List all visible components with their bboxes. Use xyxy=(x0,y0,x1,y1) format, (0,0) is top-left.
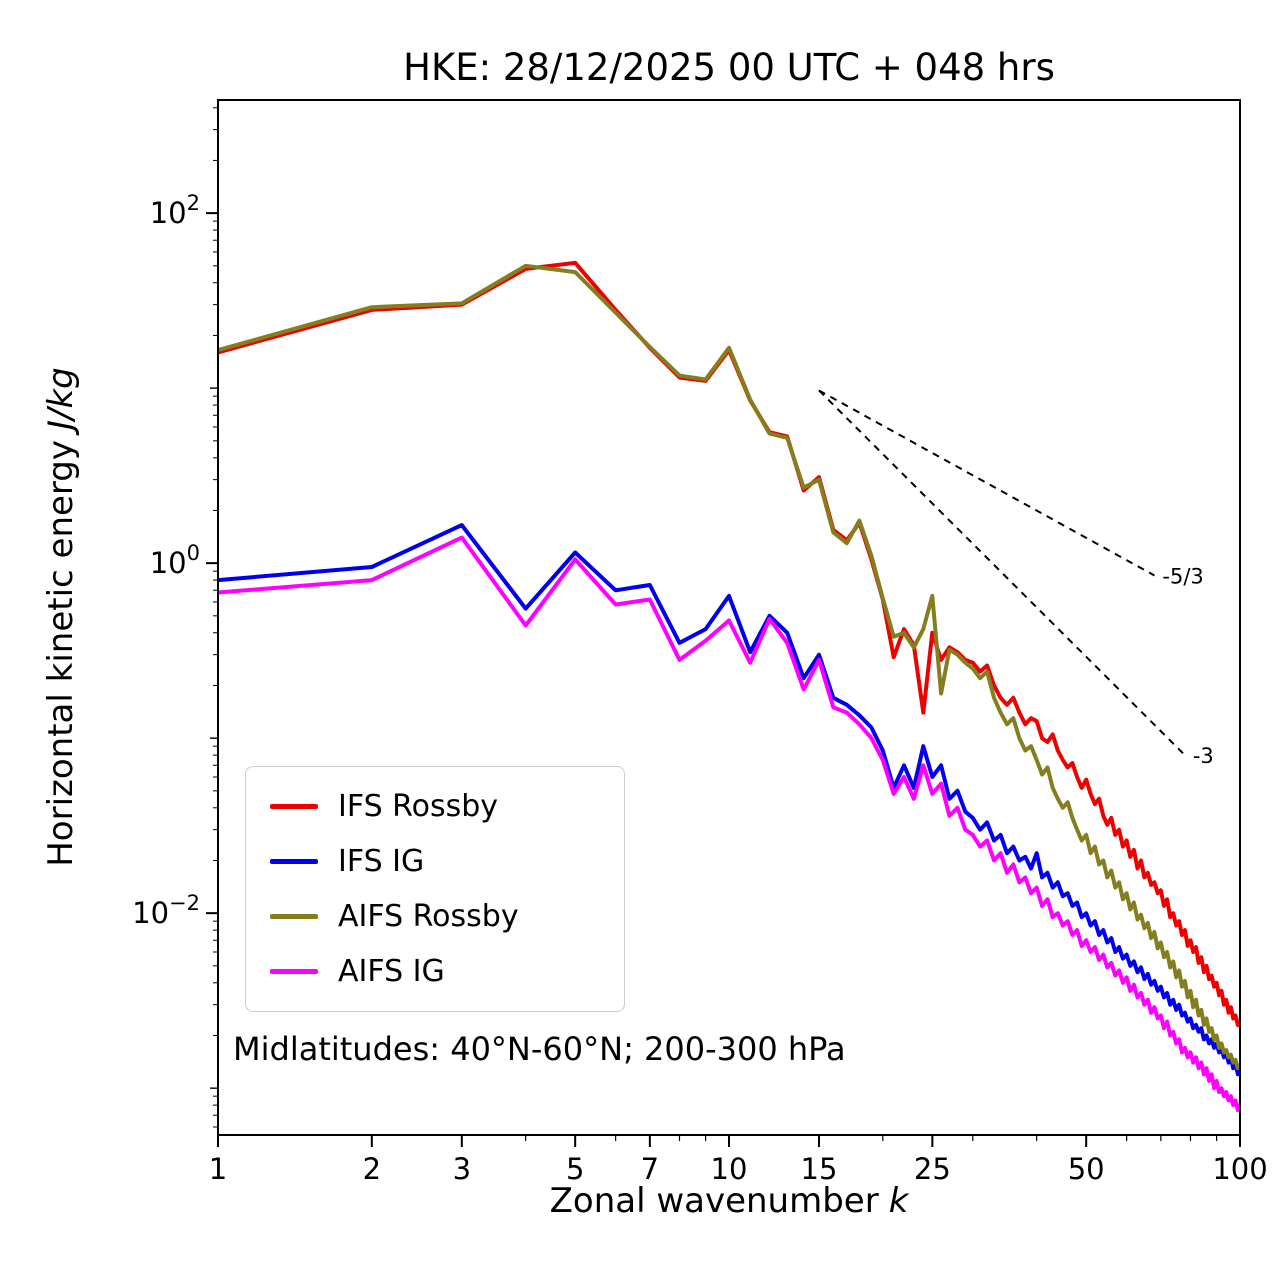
x-tick-label: 5 xyxy=(566,1152,584,1186)
series-line-aifs-rossby xyxy=(218,263,1240,1071)
x-axis-label: Zonal wavenumber k xyxy=(550,1181,910,1221)
legend-line-swatch xyxy=(270,969,318,974)
legend-item: AIFS Rossby xyxy=(270,889,600,944)
y-axis-label: Horizontal kinetic energyJ/kg xyxy=(41,367,81,867)
chart-title: HKE: 28/12/2025 00 UTC + 048 hrs xyxy=(403,46,1055,89)
x-tick-label: 2 xyxy=(363,1152,381,1186)
legend-line-swatch xyxy=(270,914,318,919)
x-tick-label: 3 xyxy=(453,1152,471,1186)
y-tick-label: 100 xyxy=(150,541,200,580)
legend: IFS Rossby IFS IG AIFS Rossby AIFS IG xyxy=(245,766,625,1012)
x-tick-label: 1 xyxy=(209,1152,227,1186)
series-line-aifs-ig xyxy=(218,535,1240,1112)
x-tick-label: 7 xyxy=(641,1152,659,1186)
slope-label: -5/3 xyxy=(1162,564,1203,588)
x-tick-label: 10 xyxy=(711,1152,748,1186)
reference-lines xyxy=(818,389,1186,756)
legend-rows: IFS Rossby IFS IG AIFS Rossby AIFS IG xyxy=(270,779,600,999)
series-line-ifs-ig xyxy=(218,523,1240,1077)
slope-label: -3 xyxy=(1193,744,1214,768)
slope-labels: -5/3 -3 xyxy=(1162,564,1213,768)
legend-label: AIFS IG xyxy=(338,954,445,989)
x-tick-label: 25 xyxy=(914,1152,951,1186)
x-tick-label: 15 xyxy=(801,1152,838,1186)
x-tick-label: 50 xyxy=(1068,1152,1105,1186)
legend-item: IFS IG xyxy=(270,834,600,889)
legend-label: IFS Rossby xyxy=(338,789,499,824)
slope-reference-line xyxy=(818,389,1186,756)
legend-label: AIFS Rossby xyxy=(338,899,519,934)
y-tick-label: 10−2 xyxy=(132,891,200,930)
legend-label: IFS IG xyxy=(338,844,425,879)
legend-item: IFS Rossby xyxy=(270,779,600,834)
y-tick-label: 102 xyxy=(150,191,200,230)
region-annotation: Midlatitudes: 40°N-60°N; 200-300 hPa xyxy=(233,1030,846,1068)
x-tick-label: 100 xyxy=(1212,1152,1267,1186)
plot-border xyxy=(217,99,1241,1136)
legend-item: AIFS IG xyxy=(270,944,600,999)
legend-line-swatch xyxy=(270,859,318,864)
axis-ticks: 1 2 3 5 7 10 15 25 50 100 102 100 10−2 xyxy=(132,107,1268,1186)
data-series xyxy=(218,260,1240,1112)
legend-line-swatch xyxy=(270,804,318,809)
